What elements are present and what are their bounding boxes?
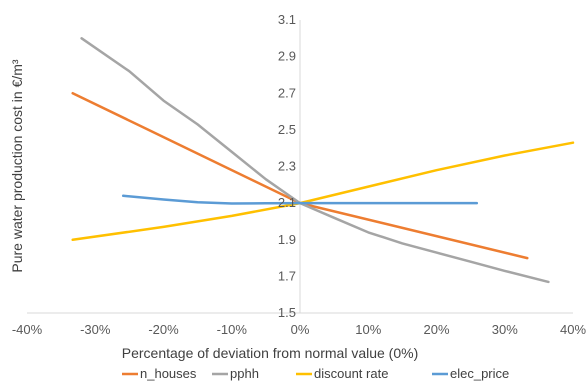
x-tick-label: -30% (80, 322, 111, 337)
x-tick-label: 20% (423, 322, 449, 337)
x-tick-label: 40% (560, 322, 586, 337)
legend-label: n_houses (140, 366, 197, 381)
legend: n_houses pphh discount rate elec_price (122, 366, 509, 381)
x-tick-label: -40% (12, 322, 43, 337)
series-line-pphh (80, 37, 550, 284)
x-axis-label: Percentage of deviation from normal valu… (122, 345, 418, 361)
chart-grid (27, 20, 573, 314)
x-tick-label: -10% (217, 322, 248, 337)
y-tick-label: 2.9 (278, 49, 296, 64)
y-tick-label: 1.5 (278, 305, 296, 320)
y-tick-label: 3.1 (278, 12, 296, 27)
x-tick-label: 10% (355, 322, 381, 337)
series-line-elec-price (121, 194, 479, 205)
legend-label: discount rate (314, 366, 388, 381)
x-tick-label: 30% (492, 322, 518, 337)
y-axis-label: Pure water production cost in €/m³ (9, 59, 25, 273)
series-layer (71, 37, 575, 284)
x-tick-label: -20% (148, 322, 179, 337)
y-tick-label: 2.1 (278, 195, 296, 210)
y-tick-label: 1.7 (278, 268, 296, 283)
y-tick-label: 1.9 (278, 232, 296, 247)
legend-label: pphh (230, 366, 259, 381)
tick-labels: 1.5 1.7 1.9 2.1 2.3 2.5 2.7 2.9 3.1 -40% -30% -20% -… (12, 12, 587, 337)
y-tick-label: 2.3 (278, 159, 296, 174)
series-line-discount-rate (71, 141, 575, 242)
y-tick-label: 2.7 (278, 85, 296, 100)
legend-label: elec_price (450, 366, 509, 381)
x-tick-label: 0% (291, 322, 310, 337)
y-tick-label: 2.5 (278, 122, 296, 137)
